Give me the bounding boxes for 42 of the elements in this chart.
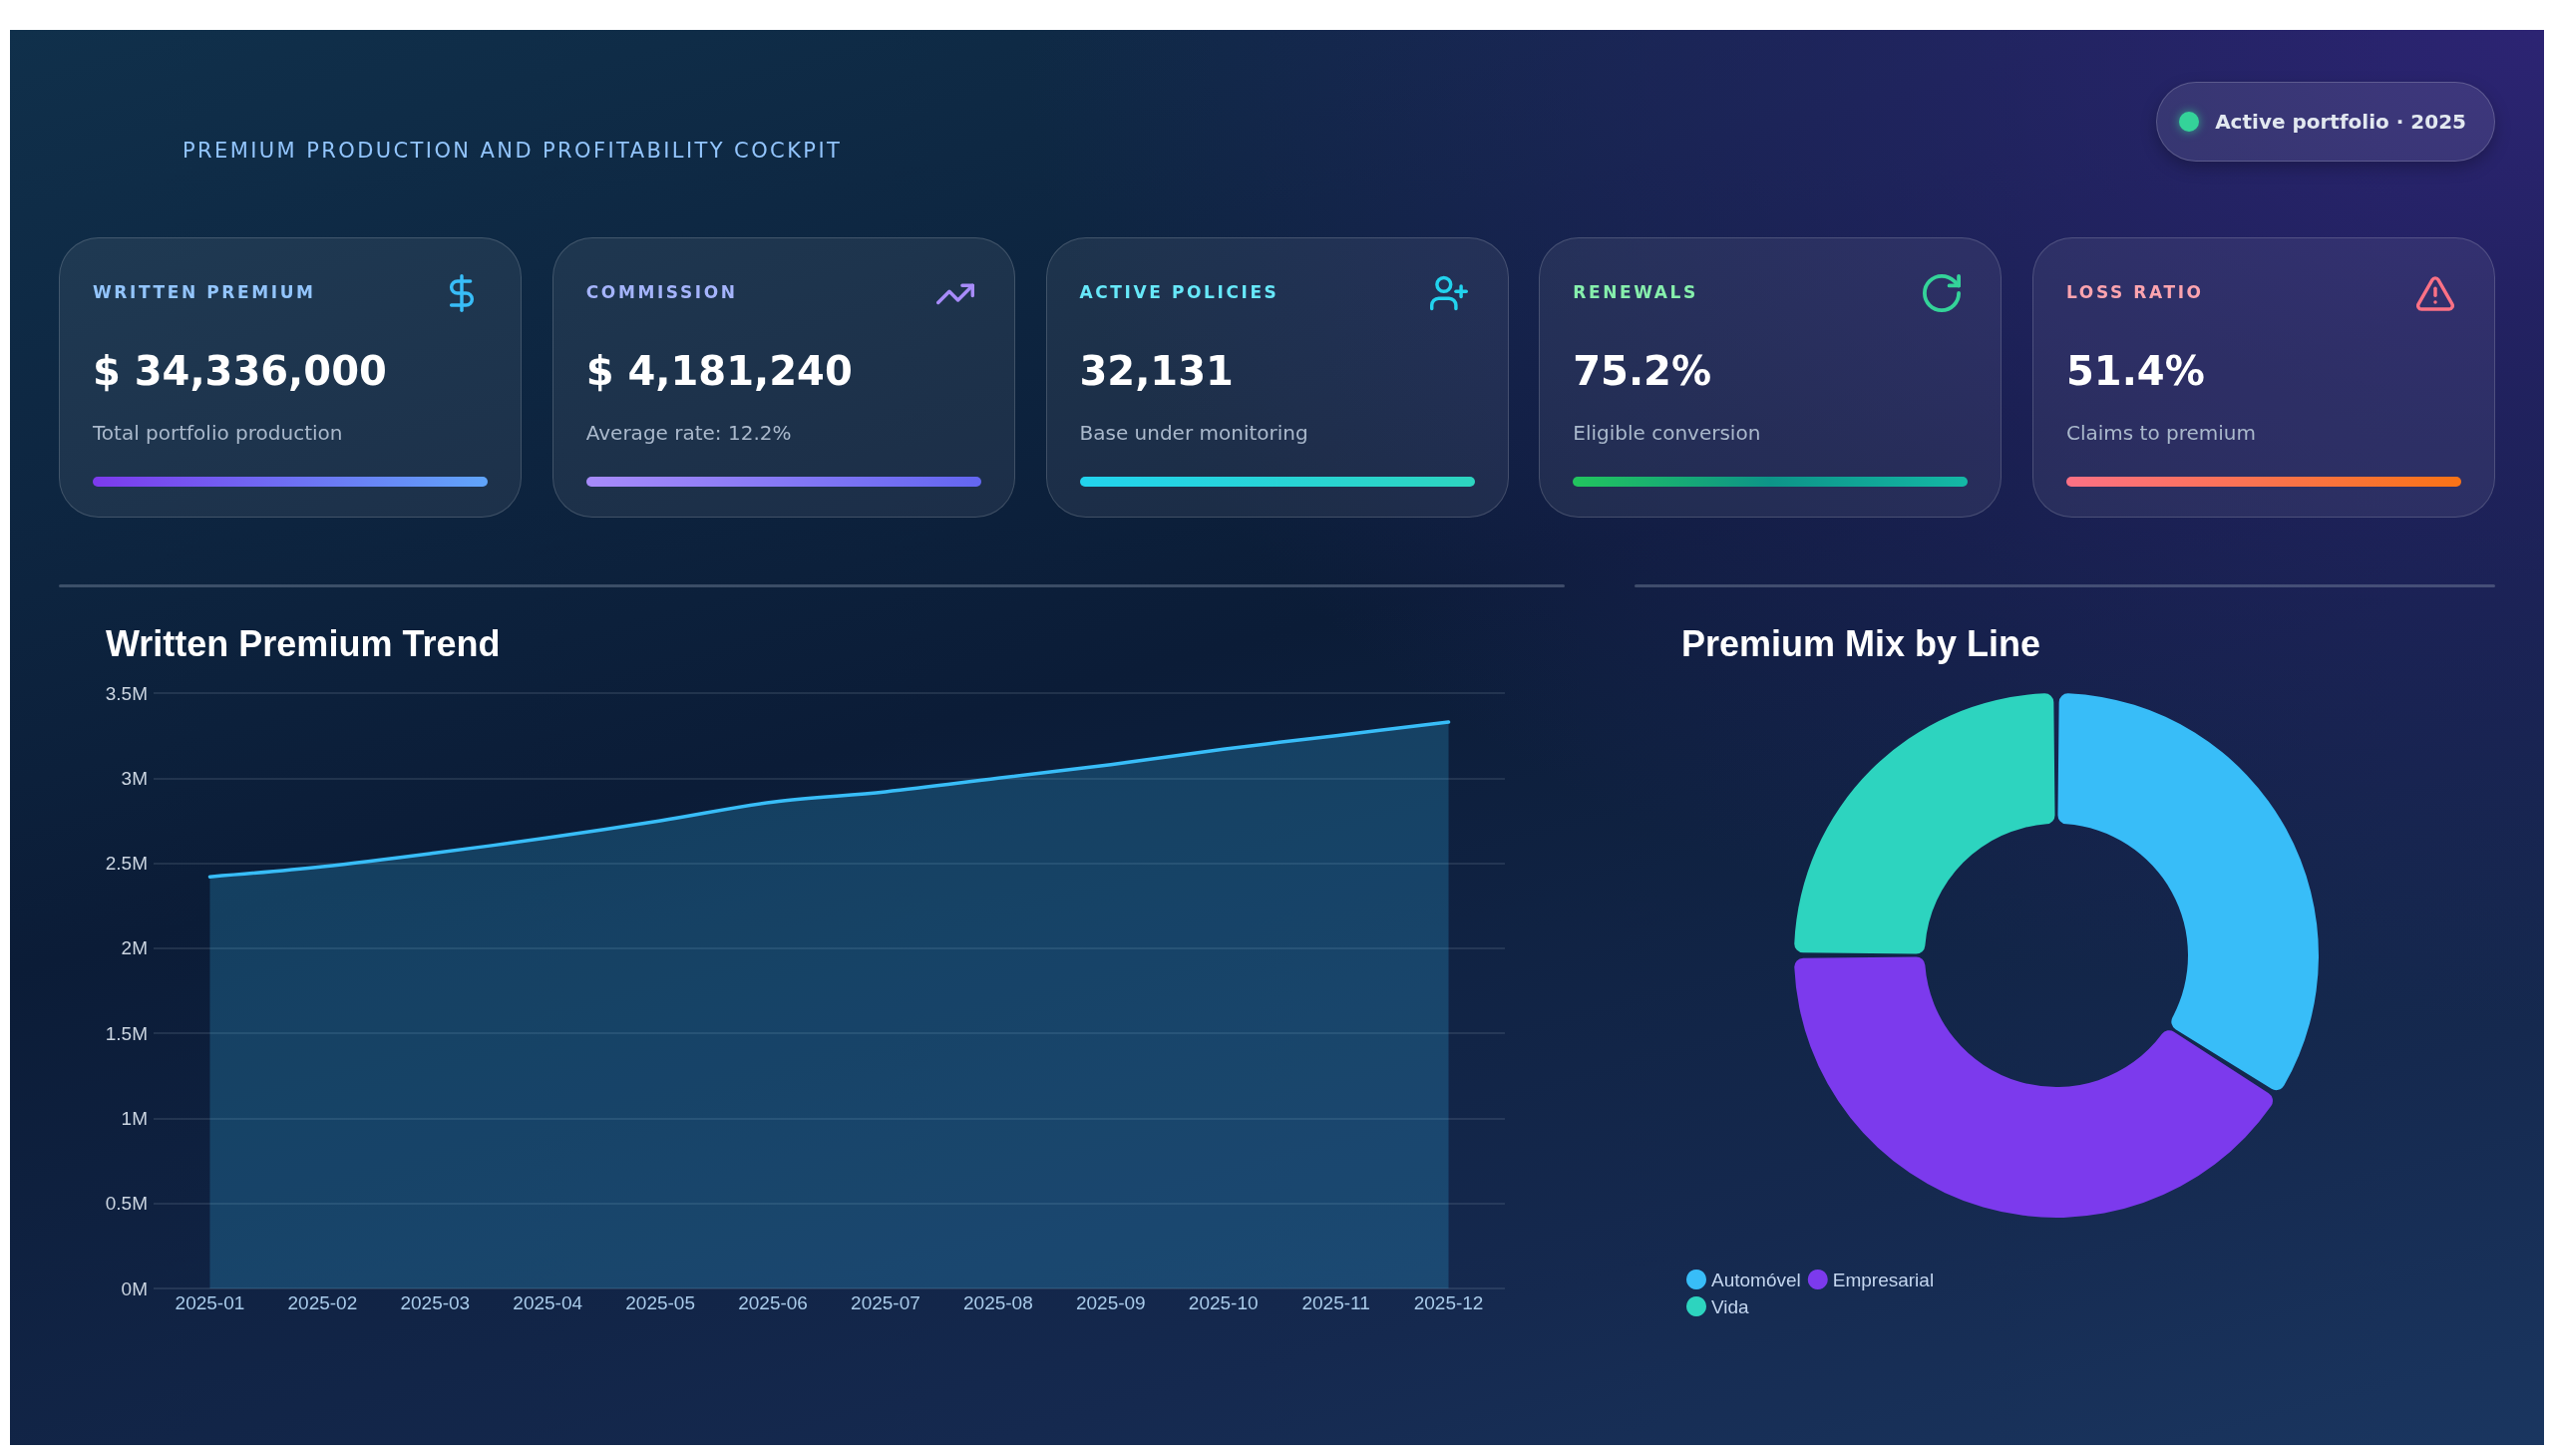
- card: LOSS RATIO 51.4% Claims to premium: [2032, 237, 2495, 518]
- data-label: $ 4,181,240: [585, 348, 853, 394]
- card: RENEWALS 75.2% Eligible conversion: [1539, 237, 2003, 518]
- legend-label: Vida: [1711, 1295, 1750, 1317]
- x-tick-label: 2025-06: [738, 1292, 808, 1313]
- category-label: LOSS RATIO: [2066, 282, 2204, 302]
- y-tick-label: 0.5M: [105, 1193, 148, 1215]
- y-tick-label: 1M: [121, 1107, 148, 1129]
- card: WRITTEN PREMIUM $ 34,336,000 Total portfolio production: [59, 237, 522, 518]
- y-tick-label: 2.5M: [105, 853, 148, 875]
- category-label: ACTIVE POLICIES: [1079, 282, 1279, 302]
- y-tick-label: 0M: [121, 1277, 148, 1299]
- text: PREMIUM PRODUCTION AND PROFITABILITY COCKPIT: [182, 139, 843, 163]
- category-label: COMMISSION: [585, 282, 738, 302]
- y-tick-label: 1.5M: [105, 1022, 148, 1044]
- x-tick-label: 2025-10: [1188, 1292, 1259, 1313]
- x-tick-label: 2025-05: [625, 1292, 695, 1313]
- data-label: 75.2%: [1573, 348, 1712, 394]
- x-tick-label: 2025-09: [1075, 1292, 1146, 1313]
- x-tick-label: 2025-11: [1301, 1292, 1370, 1313]
- legend-label: Empresarial: [1832, 1269, 1935, 1290]
- card: ACTIVE POLICIES 32,131 Base under monitoring: [1045, 237, 1509, 518]
- y-tick-label: 3M: [121, 767, 148, 789]
- card: COMMISSION $ 4,181,240 Average rate: 12.2%: [551, 237, 1015, 518]
- x-tick-label: 2025-07: [851, 1292, 920, 1313]
- y-tick-label: 3.5M: [105, 682, 148, 704]
- legend-label: Automóvel: [1711, 1269, 1801, 1290]
- x-tick-label: 2025-04: [513, 1292, 583, 1313]
- data-label: 51.4%: [2066, 348, 2205, 394]
- data-label: 32,131: [1079, 348, 1234, 394]
- y-tick-label: 2M: [121, 937, 148, 959]
- x-tick-label: 2025-12: [1413, 1292, 1484, 1313]
- category-label: WRITTEN PREMIUM: [93, 282, 316, 302]
- chart-title: Premium Mix by Line: [1681, 622, 2041, 664]
- x-tick-label: 2025-03: [400, 1292, 471, 1313]
- data-label: $ 34,336,000: [93, 348, 387, 394]
- x-tick-label: 2025-01: [175, 1292, 245, 1313]
- x-tick-label: 2025-02: [287, 1292, 358, 1313]
- chart-title: Written Premium Trend: [106, 622, 501, 664]
- pill-badge: Active portfolio · 2025: [2156, 82, 2495, 162]
- category-label: RENEWALS: [1573, 282, 1698, 302]
- x-tick-label: 2025-08: [963, 1292, 1033, 1313]
